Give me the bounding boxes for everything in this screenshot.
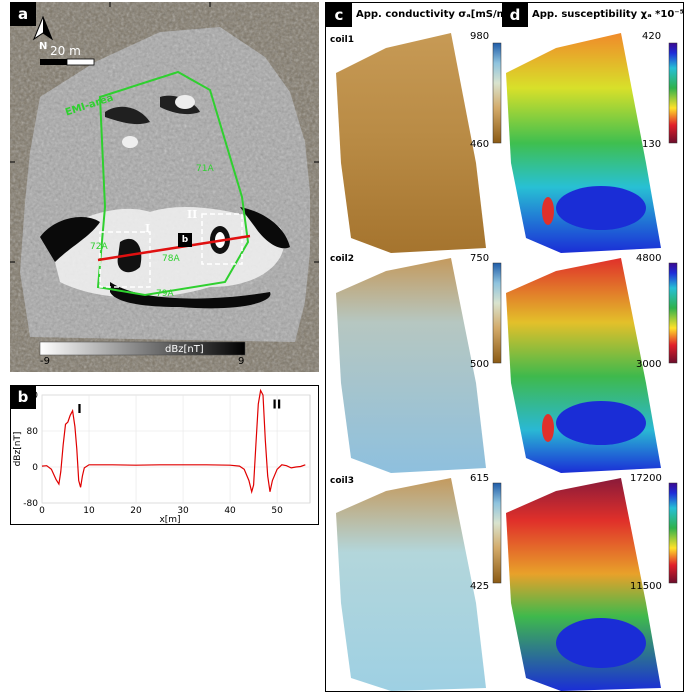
cond-coil3-max: 615 <box>470 473 490 484</box>
susc-coil3-max: 17200 <box>630 473 662 484</box>
scale-bar <box>40 58 95 66</box>
x-tick-label: 10 <box>83 506 95 516</box>
north-arrow-icon <box>32 15 54 41</box>
x-axis-label: x[m] <box>159 515 180 525</box>
north-label: N <box>39 41 48 52</box>
x-tick-label: 40 <box>224 506 236 516</box>
susc-coil1-max: 420 <box>642 31 662 42</box>
chart-annotation: II <box>272 398 281 412</box>
cond-coil2-max: 750 <box>470 253 490 264</box>
dark-anomaly <box>40 217 100 262</box>
magnetic-map-panel: a N 20 m EMI-area 71A 72A 78A 79A I II b… <box>10 2 319 372</box>
panel-a-label: a <box>10 2 36 26</box>
conductivity-colorbar-coil1 <box>492 42 502 144</box>
conductivity-colorbar-coil3 <box>492 482 502 584</box>
cond-coil2-min: 500 <box>470 359 490 370</box>
chart-annotation: I <box>77 402 81 416</box>
profile-marker: b <box>178 233 192 247</box>
y-axis-label: dBz[nT] <box>13 432 23 467</box>
emi-area-outline <box>96 70 250 297</box>
emi-maps-panel: c App. conductivity σₐ[mS/m] d App. susc… <box>325 2 684 692</box>
feature-label-79A: 79A <box>156 289 174 299</box>
anomaly-box-I <box>99 231 151 288</box>
x-tick-label: 50 <box>271 506 283 516</box>
panel-b-label: b <box>10 385 36 409</box>
feature-label-78A: 78A <box>162 254 180 264</box>
susc-coil1-min: 130 <box>642 139 662 150</box>
x-tick-label: 20 <box>130 506 142 516</box>
panel-d-label: d <box>502 3 528 27</box>
anomaly-box-II <box>201 213 243 265</box>
feature-label-71A: 71A <box>196 164 214 174</box>
panel-d-title: App. susceptibility χₐ *10⁻⁵ [SI] <box>532 9 684 20</box>
coil-label-1: coil1 <box>330 35 354 45</box>
emi-maps <box>336 33 678 691</box>
coil-label-3: coil3 <box>330 476 354 486</box>
colorbar-min: -9 <box>40 356 50 367</box>
magnetic-map <box>10 2 319 356</box>
colorbar-label: dBz[nT] <box>165 344 204 355</box>
susc-coil2-max: 4800 <box>636 253 662 264</box>
scale-text: 20 m <box>50 44 81 58</box>
feature-label-72A: 72A <box>90 242 108 252</box>
susc-coil3-min: 11500 <box>630 581 662 592</box>
susceptibility-colorbar-coil3 <box>668 482 678 584</box>
x-tick-label: 0 <box>39 506 45 516</box>
colorbar-max: 9 <box>238 356 245 367</box>
susceptibility-colorbar-coil2 <box>668 262 678 364</box>
y-tick-label: 0 <box>32 463 38 473</box>
susc-coil2-min: 3000 <box>636 359 662 370</box>
conductivity-map-coil1 <box>336 33 486 253</box>
susceptibility-colorbar-coil1 <box>668 42 678 144</box>
magnetic-colorbar <box>39 341 246 356</box>
series-line <box>41 388 306 495</box>
conductivity-colorbar-coil2 <box>492 262 502 364</box>
cond-coil3-min: 425 <box>470 581 490 592</box>
panel-c-label: c <box>326 3 352 27</box>
conductivity-map-coil2 <box>336 258 486 473</box>
coil-label-2: coil2 <box>330 254 354 264</box>
profile-line <box>97 234 251 262</box>
cond-coil1-max: 980 <box>470 31 490 42</box>
conductivity-map-coil3 <box>336 478 486 691</box>
anomaly-label-I: I <box>145 222 151 235</box>
panel-c-title: App. conductivity σₐ[mS/m] <box>356 9 512 20</box>
y-tick-label: 80 <box>27 427 39 437</box>
cond-coil1-min: 460 <box>470 139 490 150</box>
x-tick-label: 30 <box>177 506 189 516</box>
anomaly-label-II: II <box>187 208 198 221</box>
y-tick-label: -80 <box>23 499 38 509</box>
